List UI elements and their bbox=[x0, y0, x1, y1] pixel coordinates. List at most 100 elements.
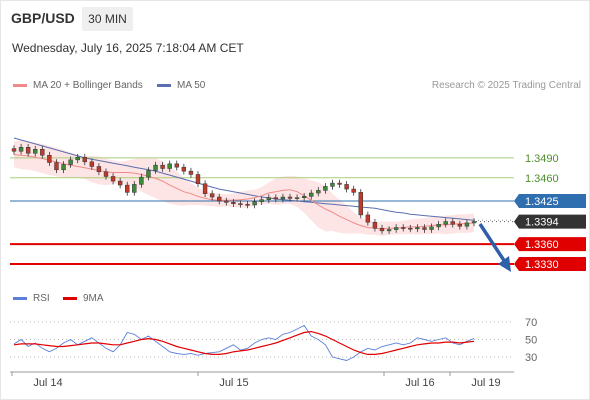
candle-body bbox=[174, 163, 179, 168]
candle-body bbox=[231, 202, 236, 204]
candle-body bbox=[117, 180, 123, 186]
candle-body bbox=[457, 223, 463, 227]
price-tag-bg bbox=[514, 257, 586, 272]
candle-body bbox=[323, 186, 328, 191]
candle-body bbox=[68, 159, 73, 165]
candle-body bbox=[25, 147, 31, 154]
candle-body bbox=[309, 192, 314, 197]
candle-body bbox=[330, 182, 335, 187]
9ma-swatch bbox=[63, 296, 77, 300]
candle-body bbox=[252, 201, 257, 206]
legend-9ma-label: 9MA bbox=[83, 293, 104, 304]
candle-body bbox=[287, 196, 293, 199]
candle-body bbox=[125, 184, 130, 193]
candle-body bbox=[393, 227, 399, 230]
candle-body bbox=[443, 221, 448, 225]
candle-body bbox=[33, 148, 38, 154]
candle-body bbox=[11, 148, 17, 152]
candle-body bbox=[294, 197, 300, 199]
legend-ma50: MA 50 bbox=[157, 80, 205, 91]
ma20-swatch bbox=[13, 83, 27, 87]
candle-body bbox=[167, 163, 172, 169]
candle-body bbox=[280, 196, 286, 200]
x-tick-label: Jul 14 bbox=[33, 377, 62, 389]
price-tag-bg bbox=[514, 237, 586, 252]
candle-body bbox=[266, 197, 271, 200]
candles-group bbox=[11, 143, 477, 235]
legend-ma20-label: MA 20 + Bollinger Bands bbox=[33, 80, 143, 91]
rsi-series-RSI bbox=[13, 324, 475, 361]
candle-body bbox=[146, 170, 151, 178]
candle-body bbox=[188, 170, 194, 175]
candle-body bbox=[160, 164, 165, 169]
candle-body bbox=[153, 164, 158, 171]
candle-body bbox=[75, 156, 80, 161]
candle-body bbox=[408, 227, 413, 230]
candle-body bbox=[372, 221, 378, 229]
rsi-tick-70: 70 bbox=[525, 317, 537, 329]
candle-body bbox=[422, 227, 427, 230]
level-label-1.3460: 1.3460 bbox=[525, 173, 559, 185]
forecast-arrow-head bbox=[498, 256, 511, 272]
price-tag-1.3425: 1.3425 bbox=[514, 194, 586, 208]
price-tag-text: 1.3330 bbox=[525, 259, 559, 271]
rsi-series-9MA bbox=[13, 330, 475, 355]
rsi-tick-30: 30 bbox=[525, 352, 537, 364]
candle-body bbox=[471, 221, 477, 224]
candle-body bbox=[195, 174, 201, 184]
candle-body bbox=[436, 223, 441, 228]
forecast-arrow-shaft bbox=[478, 223, 507, 263]
price-tag-text: 1.3360 bbox=[525, 239, 559, 251]
candle-body bbox=[401, 227, 406, 229]
candle-body bbox=[316, 190, 321, 194]
candle-body bbox=[351, 188, 356, 193]
legend-ma20: MA 20 + Bollinger Bands bbox=[13, 80, 143, 91]
candle-body bbox=[110, 176, 116, 182]
candle-body bbox=[358, 192, 363, 216]
candle-body bbox=[365, 214, 371, 223]
candle-body bbox=[415, 227, 420, 230]
candle-body bbox=[259, 199, 264, 202]
candle-body bbox=[217, 196, 222, 202]
candle-body bbox=[273, 197, 279, 200]
candle-body bbox=[89, 161, 95, 167]
legend-rsi: RSI bbox=[13, 293, 50, 304]
bollinger-band bbox=[14, 140, 474, 237]
candle-body bbox=[54, 162, 59, 171]
price-tag-bg bbox=[514, 214, 586, 229]
legend-ma50-label: MA 50 bbox=[177, 80, 206, 91]
symbol-title: GBP/USD bbox=[11, 10, 75, 26]
candle-body bbox=[132, 184, 137, 193]
candle-body bbox=[139, 176, 144, 185]
rsi-tick-50: 50 bbox=[525, 335, 537, 347]
rsi-swatch bbox=[13, 296, 27, 300]
candle-body bbox=[301, 196, 307, 198]
ma50-swatch bbox=[157, 83, 171, 87]
level-label-1.3490: 1.3490 bbox=[525, 153, 559, 165]
candle-body bbox=[379, 227, 385, 232]
candle-body bbox=[386, 229, 392, 232]
candle-body bbox=[202, 183, 208, 194]
candle-body bbox=[61, 164, 66, 171]
price-tag-1.3330: 1.3330 bbox=[514, 257, 586, 272]
candle-body bbox=[209, 193, 215, 198]
x-tick-label: Jul 15 bbox=[219, 377, 248, 389]
candle-body bbox=[337, 182, 342, 185]
candle-body bbox=[47, 154, 52, 163]
timestamp: Wednesday, July 16, 2025 7:18:04 AM CET bbox=[12, 41, 244, 55]
candle-body bbox=[96, 166, 102, 173]
price-tag-1.3394: 1.3394 bbox=[514, 214, 586, 229]
candle-body bbox=[224, 200, 229, 203]
candle-body bbox=[238, 203, 243, 205]
credit-text: Research © 2025 Trading Central bbox=[431, 80, 581, 91]
candle-body bbox=[429, 226, 434, 230]
candle-body bbox=[464, 222, 470, 227]
x-tick-label: Jul 16 bbox=[405, 377, 434, 389]
legend-rsi-label: RSI bbox=[33, 293, 50, 304]
ma50-line bbox=[13, 137, 475, 221]
candle-body bbox=[82, 156, 87, 163]
candle-body bbox=[245, 204, 250, 206]
price-tag-text: 1.3394 bbox=[525, 217, 559, 229]
interval-button[interactable]: 30 MIN bbox=[82, 7, 133, 31]
